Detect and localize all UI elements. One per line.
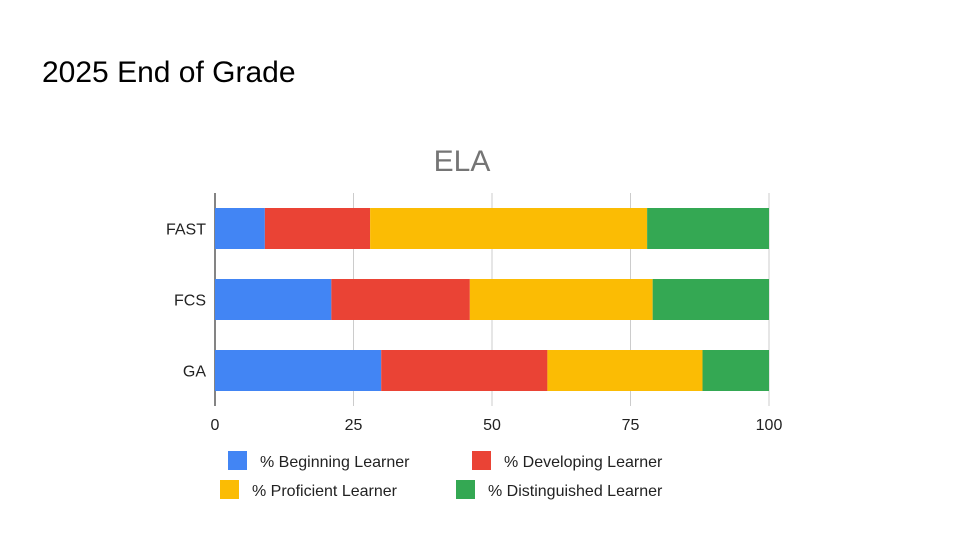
- legend-label: % Developing Learner: [504, 454, 663, 471]
- bar-segment: [702, 350, 769, 391]
- x-tick-label: 50: [483, 417, 501, 434]
- bar-segment: [652, 279, 769, 320]
- bar-segment: [215, 279, 332, 320]
- y-category-label: FAST: [166, 222, 206, 239]
- bar-segment: [469, 279, 653, 320]
- bar-segment: [370, 208, 648, 249]
- x-tick-label: 0: [211, 417, 220, 434]
- legend-label: % Proficient Learner: [252, 483, 398, 500]
- y-category-label: FCS: [174, 293, 206, 310]
- x-tick-label: 100: [756, 417, 783, 434]
- legend: % Beginning Learner % Developing Learner%…: [220, 451, 663, 500]
- x-tick-label: 75: [622, 417, 640, 434]
- legend-swatch: [456, 480, 475, 499]
- bar-segment: [381, 350, 548, 391]
- legend-swatch: [220, 480, 239, 499]
- chart-title: ELA: [434, 145, 491, 178]
- bar-segment: [215, 208, 265, 249]
- bar-segment: [215, 350, 382, 391]
- bar-segment: [264, 208, 371, 249]
- x-axis-labels: 0 25 50 75 100: [211, 417, 783, 434]
- legend-label: % Distinguished Learner: [488, 483, 663, 500]
- bar-segment: [547, 350, 703, 391]
- bar-segment: [647, 208, 769, 249]
- y-category-label: GA: [183, 364, 206, 381]
- slide-title: 2025 End of Grade: [42, 56, 296, 89]
- bar-segment: [331, 279, 470, 320]
- bars: [215, 208, 769, 391]
- legend-label: % Beginning Learner: [260, 454, 410, 471]
- y-axis-labels: FAST FCS GA: [166, 222, 206, 381]
- legend-swatch: [472, 451, 491, 470]
- legend-swatch: [228, 451, 247, 470]
- x-tick-label: 25: [345, 417, 363, 434]
